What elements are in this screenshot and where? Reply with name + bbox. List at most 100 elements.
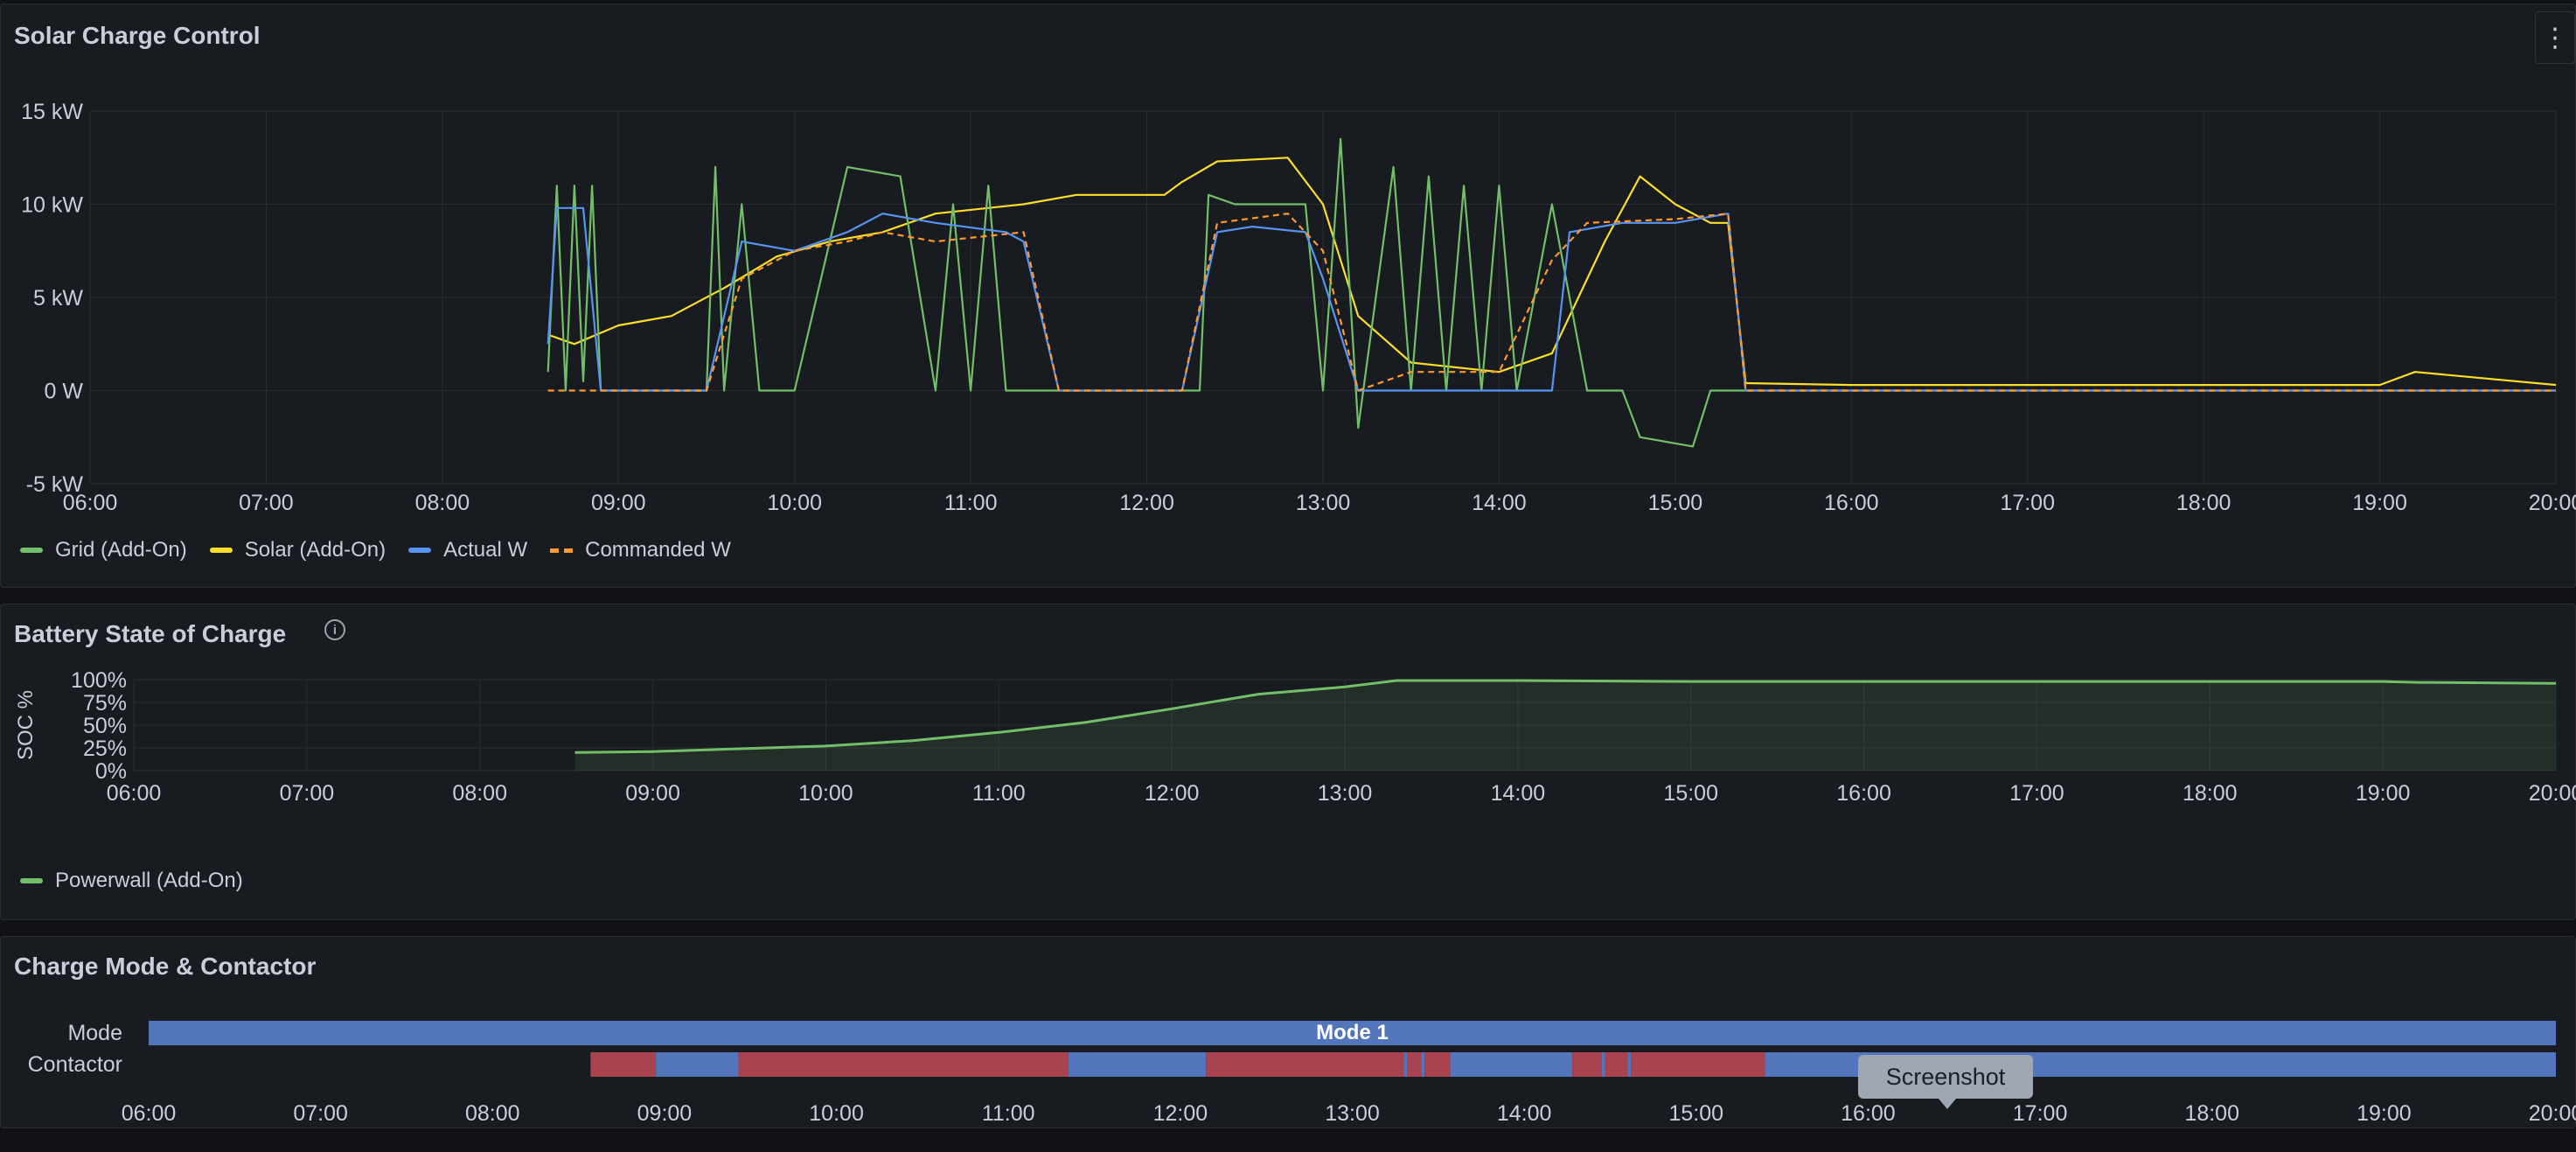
- solar-legend: Grid (Add-On) Solar (Add-On) Actual W Comma…: [20, 538, 731, 562]
- timeline-segment: [1421, 1052, 1425, 1077]
- x-tick-label: 16:00: [1836, 781, 1891, 806]
- y-tick-label: 0 W: [45, 380, 84, 404]
- solar-grid: [89, 110, 2557, 485]
- battery-soc-panel: Battery State of Charge 06:00 07:00 08:00 0…: [0, 604, 2576, 920]
- timeline-segment: [656, 1052, 739, 1077]
- x-tick-label: 09:00: [637, 1101, 693, 1126]
- timeline-segment: [149, 1021, 2556, 1045]
- legend-label: Grid (Add-On): [55, 538, 187, 562]
- x-tick-label: 07:00: [239, 491, 294, 515]
- x-tick-label: 17:00: [2009, 781, 2064, 806]
- timeline-segment: [1631, 1052, 1765, 1077]
- x-tick-label: 16:00: [1841, 1101, 1896, 1126]
- timeline-segment: [1403, 1052, 1408, 1077]
- x-tick-label: 06:00: [107, 781, 162, 806]
- x-tick-label: 15:00: [1669, 1101, 1724, 1126]
- charge-mode-panel: Charge Mode & Contactor Mode Mode 1 Contac…: [0, 936, 2576, 1128]
- series-line: [547, 157, 2557, 387]
- x-tick-label: 20:00: [2529, 1101, 2576, 1126]
- row-label: Mode: [67, 1021, 122, 1045]
- y-tick-label: 100%: [71, 668, 127, 693]
- x-tick-label: 07:00: [293, 1101, 348, 1126]
- legend-label: Actual W: [443, 538, 528, 562]
- legend-item[interactable]: Powerwall (Add-On): [20, 869, 243, 893]
- x-tick-label: 18:00: [2184, 1101, 2239, 1126]
- legend-item[interactable]: Commanded W: [550, 538, 731, 562]
- x-tick-label: 20:00: [2529, 781, 2576, 806]
- series-line: [574, 679, 2557, 754]
- x-tick-label: 18:00: [2183, 781, 2238, 806]
- y-tick-label: 25%: [83, 737, 127, 761]
- x-tick-label: 07:00: [280, 781, 335, 806]
- x-tick-label: 17:00: [2013, 1101, 2068, 1126]
- battery-legend: Powerwall (Add-On): [20, 869, 243, 893]
- x-tick-label: 08:00: [465, 1101, 520, 1126]
- x-tick-label: 12:00: [1119, 491, 1174, 515]
- y-axis-label: SOC %: [14, 690, 38, 760]
- y-tick-label: 75%: [83, 691, 127, 716]
- timeline-segment: [1069, 1052, 1207, 1077]
- legend-item[interactable]: Actual W: [408, 538, 527, 562]
- x-tick-label: 14:00: [1491, 781, 1546, 806]
- x-tick-label: 13:00: [1318, 781, 1373, 806]
- timeline-segment: [1424, 1052, 1451, 1077]
- x-tick-label: 12:00: [1145, 781, 1200, 806]
- timeline-segment: [590, 1052, 657, 1077]
- x-tick-label: 17:00: [2000, 491, 2055, 515]
- solar-chart: 06:00 07:00 08:00 09:00 10:00 11:00 12:00 13:00…: [21, 100, 2576, 515]
- x-tick-label: 20:00: [2529, 491, 2576, 515]
- legend-label: Solar (Add-On): [244, 538, 386, 562]
- battery-grid: [133, 679, 2557, 771]
- legend-swatch: [20, 548, 43, 553]
- y-tick-label: -5 kW: [26, 472, 84, 497]
- legend-label: Powerwall (Add-On): [55, 869, 243, 892]
- y-tick-label: 10 kW: [21, 193, 83, 218]
- panel-title: Charge Mode & Contactor: [14, 953, 317, 980]
- x-tick-label: 11:00: [982, 1101, 1035, 1126]
- screenshot-tooltip: Screenshot: [1858, 1055, 2033, 1109]
- series-line: [547, 137, 2556, 448]
- x-tick-label: 09:00: [591, 491, 646, 515]
- x-tick-label: 12:00: [1153, 1101, 1208, 1126]
- series-line: [547, 206, 2556, 392]
- legend-item[interactable]: Grid (Add-On): [20, 538, 187, 562]
- y-tick-label: 5 kW: [33, 286, 83, 311]
- x-tick-label: 15:00: [1648, 491, 1703, 515]
- panel-menu-button[interactable]: ⋮: [2535, 11, 2575, 64]
- x-tick-label: 16:00: [1824, 491, 1879, 515]
- series-line: [547, 213, 2556, 392]
- legend-swatch: [408, 548, 432, 553]
- x-tick-label: 08:00: [415, 491, 470, 515]
- timeline-segment: [738, 1052, 1069, 1077]
- more-vertical-icon: ⋮: [2542, 23, 2568, 52]
- x-tick-label: 15:00: [1663, 781, 1718, 806]
- y-tick-label: 0%: [95, 759, 127, 784]
- y-tick-label: 50%: [83, 714, 127, 738]
- y-tick-label: 15 kW: [21, 100, 83, 124]
- series-area: [574, 681, 2556, 771]
- timeline-segment: [1605, 1052, 1628, 1077]
- timeline-segment: [1627, 1052, 1632, 1077]
- legend-label: Commanded W: [585, 538, 731, 562]
- x-tick-label: 14:00: [1472, 491, 1527, 515]
- info-icon[interactable]: i: [324, 619, 345, 640]
- row-label: Contactor: [28, 1052, 122, 1077]
- x-tick-label: 10:00: [767, 491, 822, 515]
- x-tick-label: 14:00: [1497, 1101, 1552, 1126]
- x-tick-label: 19:00: [2356, 781, 2411, 806]
- timeline-segment: [1572, 1052, 1602, 1077]
- legend-swatch: [209, 548, 233, 553]
- panel-title: Solar Charge Control: [14, 22, 261, 49]
- solar-charge-panel: Solar Charge Control ⋮ 06:00 07:00 08:00 09…: [0, 3, 2576, 588]
- x-tick-label: 13:00: [1325, 1101, 1380, 1126]
- legend-item[interactable]: Solar (Add-On): [209, 538, 386, 562]
- x-tick-label: 11:00: [944, 491, 998, 515]
- x-tick-label: 09:00: [625, 781, 680, 806]
- timeline-segment: [1407, 1052, 1422, 1077]
- x-tick-label: 13:00: [1296, 491, 1351, 515]
- segment-label: Mode 1: [1316, 1021, 1389, 1044]
- x-tick-label: 06:00: [63, 491, 118, 515]
- x-tick-label: 19:00: [2352, 491, 2407, 515]
- x-tick-label: 06:00: [122, 1101, 177, 1126]
